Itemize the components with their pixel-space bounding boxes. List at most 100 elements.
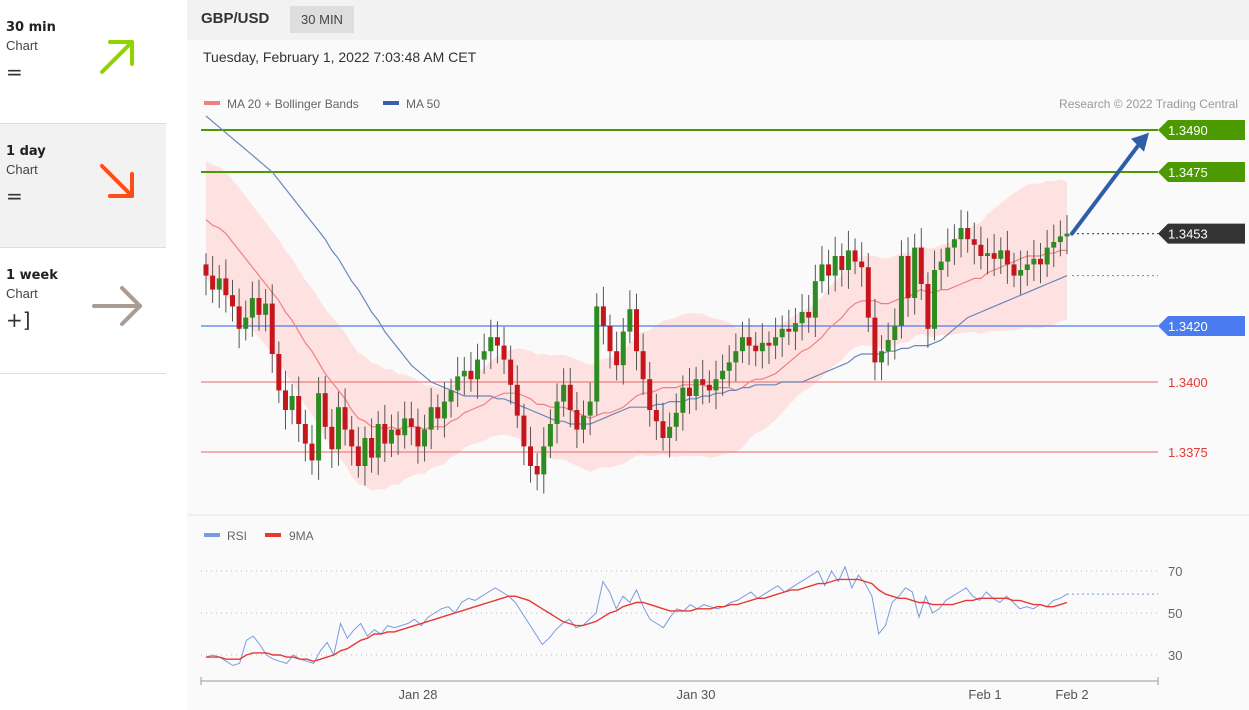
candle[interactable] xyxy=(448,378,454,418)
candle[interactable] xyxy=(455,356,461,408)
candle[interactable] xyxy=(647,361,653,427)
candle[interactable] xyxy=(269,284,275,373)
candle[interactable] xyxy=(567,367,573,428)
candle[interactable] xyxy=(581,400,587,444)
candle[interactable] xyxy=(1057,220,1063,257)
candle[interactable] xyxy=(627,290,633,344)
candle[interactable] xyxy=(554,383,560,444)
candle[interactable] xyxy=(918,228,924,300)
candle[interactable] xyxy=(766,331,772,364)
candle[interactable] xyxy=(481,333,487,374)
candle[interactable] xyxy=(720,354,726,396)
candle[interactable] xyxy=(978,226,984,270)
candle[interactable] xyxy=(859,242,865,287)
candle[interactable] xyxy=(667,412,673,458)
candle[interactable] xyxy=(826,249,832,295)
candle[interactable] xyxy=(216,265,222,308)
candle[interactable] xyxy=(342,388,348,446)
candle[interactable] xyxy=(998,237,1004,274)
candle[interactable] xyxy=(435,394,441,431)
candle[interactable] xyxy=(673,393,679,442)
candle[interactable] xyxy=(958,209,964,258)
candle[interactable] xyxy=(693,366,699,411)
candle[interactable] xyxy=(898,240,904,339)
candle[interactable] xyxy=(806,295,812,333)
candle[interactable] xyxy=(355,426,361,478)
candle[interactable] xyxy=(733,333,739,382)
candle[interactable] xyxy=(1064,214,1070,255)
candle[interactable] xyxy=(263,289,269,332)
candle[interactable] xyxy=(819,246,825,293)
candle[interactable] xyxy=(1018,250,1024,295)
candle[interactable] xyxy=(249,281,255,337)
candle[interactable] xyxy=(686,368,692,414)
candle[interactable] xyxy=(256,279,262,331)
candle[interactable] xyxy=(912,233,918,315)
candle[interactable] xyxy=(1044,229,1050,277)
candle[interactable] xyxy=(428,388,434,450)
candle[interactable] xyxy=(561,368,567,417)
candle[interactable] xyxy=(812,264,818,337)
candle[interactable] xyxy=(296,376,302,442)
candle[interactable] xyxy=(951,224,957,265)
candle[interactable] xyxy=(614,331,620,381)
timeframe-30min[interactable]: 30 min Chart = xyxy=(0,0,166,124)
timeframe-1week[interactable]: 1 week Chart +] xyxy=(0,248,166,374)
candle[interactable] xyxy=(753,332,759,367)
candle[interactable] xyxy=(521,403,527,466)
candle[interactable] xyxy=(349,415,355,466)
candle[interactable] xyxy=(885,322,891,366)
candle[interactable] xyxy=(706,370,712,403)
candle[interactable] xyxy=(541,427,547,494)
candle[interactable] xyxy=(243,300,249,341)
period-badge[interactable]: 30 MIN xyxy=(290,6,354,33)
candle[interactable] xyxy=(514,365,520,429)
candle[interactable] xyxy=(640,333,646,396)
candle[interactable] xyxy=(1024,250,1030,286)
candle[interactable] xyxy=(773,317,779,360)
candle[interactable] xyxy=(713,360,719,410)
candle[interactable] xyxy=(971,222,977,265)
candle[interactable] xyxy=(236,288,242,349)
candle[interactable] xyxy=(203,253,209,296)
candle[interactable] xyxy=(739,321,745,363)
candle[interactable] xyxy=(1004,230,1010,284)
candle[interactable] xyxy=(534,453,540,491)
candle[interactable] xyxy=(494,321,500,364)
candle[interactable] xyxy=(832,236,838,292)
candle[interactable] xyxy=(965,211,971,253)
candle[interactable] xyxy=(746,318,752,366)
candle[interactable] xyxy=(587,382,593,436)
candle[interactable] xyxy=(1031,240,1037,282)
candle[interactable] xyxy=(422,414,428,462)
chart-canvas[interactable]: Tuesday, February 1, 2022 7:03:48 AM CET… xyxy=(187,0,1249,710)
candle[interactable] xyxy=(759,323,765,369)
candle[interactable] xyxy=(607,314,613,369)
candle[interactable] xyxy=(388,414,394,458)
candle[interactable] xyxy=(892,308,898,360)
candle[interactable] xyxy=(501,326,507,374)
candle[interactable] xyxy=(852,238,858,275)
candle[interactable] xyxy=(945,228,951,277)
candle[interactable] xyxy=(786,309,792,346)
candle[interactable] xyxy=(634,293,639,371)
candle[interactable] xyxy=(865,253,871,332)
candle[interactable] xyxy=(210,256,216,304)
candle[interactable] xyxy=(620,318,626,385)
candle[interactable] xyxy=(461,356,467,396)
candle[interactable] xyxy=(845,230,851,289)
candle[interactable] xyxy=(985,238,991,275)
candle[interactable] xyxy=(335,391,341,466)
candle[interactable] xyxy=(475,343,481,399)
candle[interactable] xyxy=(282,370,288,430)
candle[interactable] xyxy=(415,408,421,464)
candle[interactable] xyxy=(276,341,282,403)
candle[interactable] xyxy=(700,359,706,405)
candle[interactable] xyxy=(779,315,785,357)
candle[interactable] xyxy=(289,383,295,425)
candle[interactable] xyxy=(925,272,931,348)
candle[interactable] xyxy=(680,375,686,431)
candle[interactable] xyxy=(528,426,534,483)
candle[interactable] xyxy=(653,393,659,441)
candle[interactable] xyxy=(938,248,944,290)
